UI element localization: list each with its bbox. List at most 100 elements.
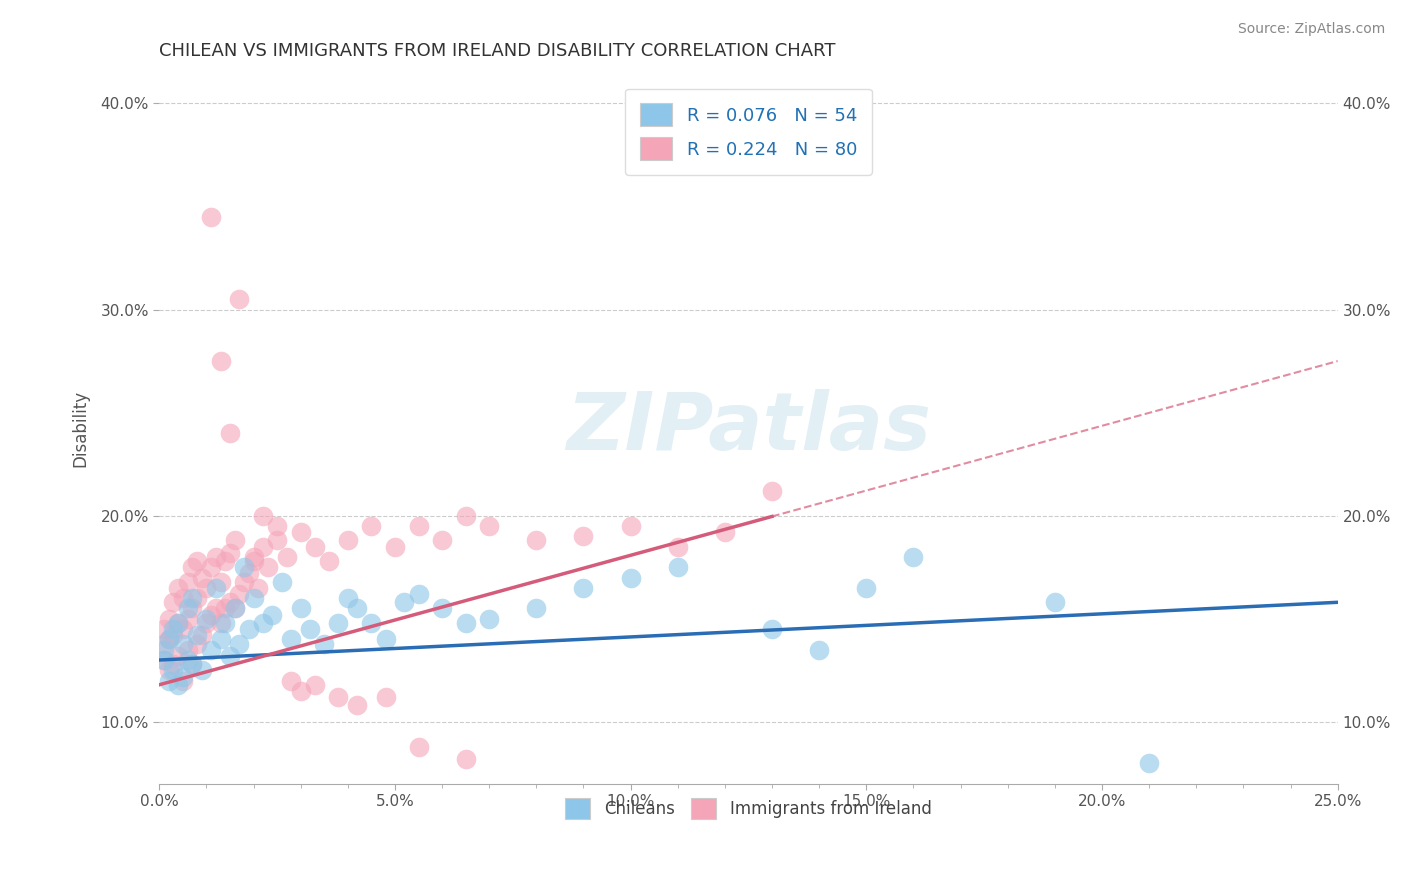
Point xyxy=(666,540,689,554)
Point xyxy=(219,546,242,560)
Point xyxy=(157,632,180,647)
Point xyxy=(256,560,278,574)
Point xyxy=(186,591,208,606)
Point xyxy=(233,574,256,589)
Point xyxy=(233,560,256,574)
Point xyxy=(252,540,274,554)
Point xyxy=(430,533,453,548)
Point xyxy=(266,519,288,533)
Legend: Chileans, Immigrants from Ireland: Chileans, Immigrants from Ireland xyxy=(558,791,938,825)
Point xyxy=(157,663,180,677)
Point xyxy=(219,595,242,609)
Point xyxy=(374,632,396,647)
Point xyxy=(360,519,382,533)
Point xyxy=(280,632,302,647)
Point xyxy=(276,549,298,564)
Point xyxy=(336,533,359,548)
Point xyxy=(157,612,180,626)
Point xyxy=(808,642,831,657)
Point xyxy=(454,508,477,523)
Point xyxy=(224,601,246,615)
Point xyxy=(214,554,236,568)
Point xyxy=(176,574,198,589)
Point xyxy=(1137,756,1160,771)
Point xyxy=(346,601,368,615)
Point xyxy=(228,292,250,306)
Point xyxy=(408,519,430,533)
Point xyxy=(162,663,184,677)
Point xyxy=(1043,595,1066,609)
Point xyxy=(200,210,222,224)
Point xyxy=(153,636,176,650)
Point xyxy=(176,601,198,615)
Point xyxy=(761,622,783,636)
Point xyxy=(190,628,212,642)
Point xyxy=(572,581,595,595)
Point xyxy=(454,752,477,766)
Point xyxy=(304,540,326,554)
Point xyxy=(162,622,184,636)
Point xyxy=(666,560,689,574)
Point xyxy=(266,533,288,548)
Point xyxy=(176,642,198,657)
Point xyxy=(314,636,336,650)
Point xyxy=(336,591,359,606)
Point xyxy=(181,657,204,672)
Point xyxy=(454,615,477,630)
Point xyxy=(195,612,218,626)
Point xyxy=(855,581,877,595)
Point xyxy=(153,622,176,636)
Text: Source: ZipAtlas.com: Source: ZipAtlas.com xyxy=(1237,22,1385,37)
Point xyxy=(360,615,382,630)
Point xyxy=(153,653,176,667)
Point xyxy=(270,574,292,589)
Point xyxy=(181,560,204,574)
Point xyxy=(167,615,190,630)
Point xyxy=(620,519,643,533)
Point xyxy=(384,540,406,554)
Point xyxy=(228,636,250,650)
Point xyxy=(304,678,326,692)
Point xyxy=(280,673,302,688)
Point xyxy=(153,642,176,657)
Point xyxy=(153,653,176,667)
Point xyxy=(374,690,396,705)
Point xyxy=(205,601,228,615)
Point xyxy=(195,581,218,595)
Point xyxy=(219,426,242,441)
Point xyxy=(209,354,232,368)
Point xyxy=(214,601,236,615)
Point xyxy=(157,673,180,688)
Point xyxy=(190,663,212,677)
Point xyxy=(328,690,350,705)
Point xyxy=(167,581,190,595)
Point xyxy=(209,632,232,647)
Text: CHILEAN VS IMMIGRANTS FROM IRELAND DISABILITY CORRELATION CHART: CHILEAN VS IMMIGRANTS FROM IRELAND DISAB… xyxy=(159,42,835,60)
Point xyxy=(167,648,190,663)
Point xyxy=(242,549,264,564)
Y-axis label: Disability: Disability xyxy=(72,390,89,467)
Point xyxy=(181,591,204,606)
Point xyxy=(219,648,242,663)
Point xyxy=(200,607,222,622)
Point xyxy=(903,549,925,564)
Point xyxy=(214,615,236,630)
Point xyxy=(318,554,340,568)
Point xyxy=(478,519,501,533)
Point xyxy=(714,525,737,540)
Point xyxy=(167,678,190,692)
Point xyxy=(200,642,222,657)
Text: ZIPatlas: ZIPatlas xyxy=(567,389,931,467)
Point xyxy=(408,739,430,754)
Point xyxy=(181,657,204,672)
Point xyxy=(200,560,222,574)
Point xyxy=(172,669,194,683)
Point xyxy=(252,615,274,630)
Point xyxy=(572,529,595,543)
Point xyxy=(394,595,416,609)
Point xyxy=(176,612,198,626)
Point xyxy=(242,554,264,568)
Point xyxy=(205,581,228,595)
Point xyxy=(172,673,194,688)
Point xyxy=(181,601,204,615)
